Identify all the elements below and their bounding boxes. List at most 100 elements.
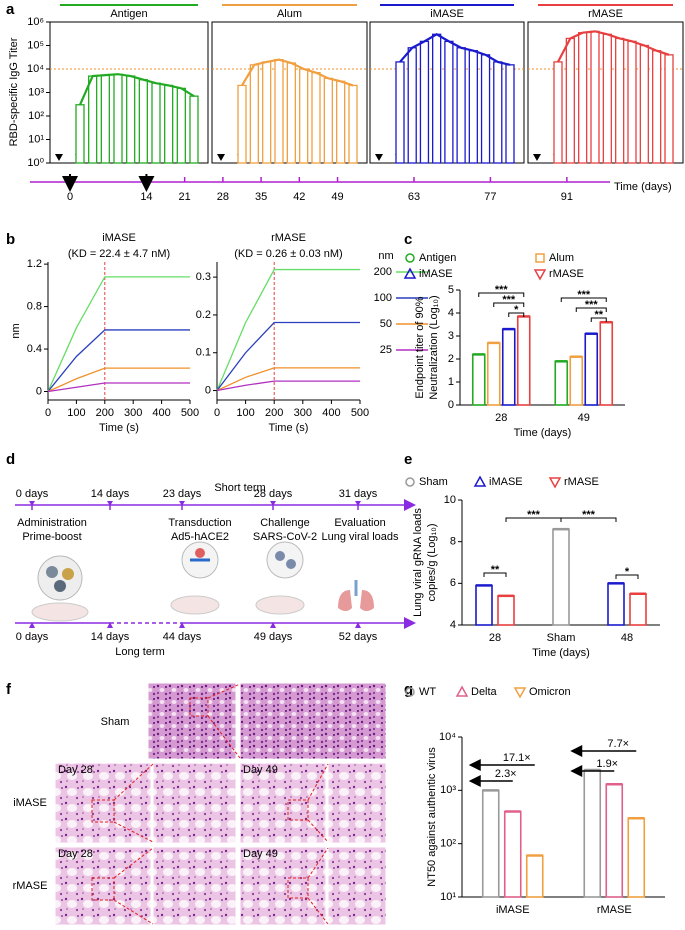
- bar: [395, 61, 405, 164]
- bar: [578, 32, 588, 164]
- timeline-day: 28 days: [254, 488, 293, 500]
- significance-label: ***: [577, 289, 591, 301]
- y-tick-label: 10²: [440, 838, 456, 850]
- x-tick-label: 49: [578, 412, 590, 424]
- bar: [113, 73, 123, 164]
- y-tick-label: 2: [448, 353, 454, 365]
- bar: [419, 40, 430, 164]
- legend-label: Delta: [471, 686, 498, 698]
- y-tick-label: 10¹: [28, 133, 44, 145]
- bar: [516, 315, 531, 406]
- x-tick-label: 500: [181, 407, 199, 419]
- bar: [75, 104, 85, 164]
- legend-marker: [548, 477, 562, 489]
- significance-bracket: [483, 572, 507, 577]
- illustrations: [31, 541, 374, 622]
- x-tick-label: 300: [294, 407, 312, 419]
- x-tick-label: 400: [152, 407, 170, 419]
- significance-bracket: [615, 574, 639, 579]
- sensorgram: [47, 382, 190, 393]
- bar: [525, 854, 544, 898]
- y-tick-label: 10⁰: [27, 157, 44, 169]
- legend-label: Sham: [419, 476, 448, 488]
- legend-title: nm: [378, 250, 393, 262]
- row-label: rMASE: [13, 880, 48, 892]
- bar: [583, 769, 602, 898]
- y-tick-label: 10³: [440, 784, 456, 796]
- bar: [126, 75, 136, 164]
- bar: [552, 528, 570, 626]
- timeline-pin: [107, 622, 113, 628]
- significance-label: ***: [502, 294, 516, 306]
- y-tick-label: 0.8: [27, 300, 42, 312]
- y-axis-label: Neutralization (Log₁₀): [428, 295, 440, 399]
- y-tick-label: 3: [448, 330, 454, 342]
- timeline-pin: [179, 501, 185, 506]
- subplot-title: rMASE: [588, 8, 623, 20]
- y-tick-label: 10⁵: [27, 39, 44, 51]
- sensorgram: [216, 367, 360, 392]
- bar: [652, 50, 662, 164]
- timeline-pin: [270, 622, 276, 628]
- legend-marker: [533, 269, 547, 281]
- panel-label: e: [404, 451, 412, 468]
- bar: [480, 54, 491, 164]
- legend-label: 200: [374, 266, 392, 278]
- immunization-marker: [375, 154, 383, 161]
- bar: [348, 84, 358, 164]
- legend-marker: [513, 687, 527, 699]
- bar: [151, 82, 161, 164]
- timeline-pin: [355, 501, 361, 506]
- y-tick-label: 0.2: [196, 309, 211, 321]
- legend-marker: [473, 475, 487, 487]
- legend-label: Antigen: [419, 252, 456, 264]
- chart-title: rMASE: [271, 232, 306, 244]
- y-axis-label: copies/g (Log₁₀): [426, 524, 438, 602]
- timeline-label: Long term: [115, 646, 165, 658]
- bar: [237, 84, 247, 164]
- chart-title: iMASE: [102, 232, 136, 244]
- y-tick-label: 10⁴: [439, 731, 456, 743]
- x-tick-label: 300: [124, 407, 142, 419]
- x-axis-label: Time (days): [514, 427, 572, 439]
- y-tick-label: 10: [444, 494, 456, 506]
- bar: [629, 592, 647, 626]
- fold-label: 2.3×: [495, 768, 517, 780]
- immunization-marker: [533, 154, 541, 161]
- timeline-pin: [29, 622, 35, 628]
- x-tick-label: 500: [351, 407, 369, 419]
- time-tick-label: 14: [140, 191, 152, 203]
- mean-line: [557, 30, 670, 63]
- significance-bracket: [508, 312, 525, 317]
- legend-label: WT: [419, 686, 436, 698]
- bar: [503, 810, 522, 898]
- bar: [299, 68, 309, 164]
- significance-bracket: [560, 517, 617, 522]
- timeline-pin: [270, 501, 276, 506]
- significance-label: **: [491, 564, 500, 576]
- bar: [407, 47, 417, 164]
- y-tick-label: 0: [36, 385, 42, 397]
- legend-marker: [405, 687, 415, 697]
- timeline-event: SARS-CoV-2: [253, 531, 317, 543]
- timeline-pin: [107, 501, 113, 506]
- bar: [493, 61, 503, 164]
- bar: [565, 37, 575, 164]
- bar: [88, 75, 98, 164]
- bar: [286, 62, 296, 164]
- mean-line: [241, 58, 354, 87]
- timeline-pin: [29, 501, 35, 506]
- legend-marker: [405, 253, 415, 263]
- bar: [249, 64, 259, 164]
- bar: [176, 87, 186, 164]
- timeline-day: 23 days: [163, 488, 202, 500]
- significance-bracket: [575, 307, 607, 312]
- sensorgram: [47, 367, 190, 393]
- sensorgram: [216, 321, 360, 391]
- sensorgram: [216, 380, 360, 392]
- significance-bracket: [493, 302, 525, 307]
- timeline-day: 49 days: [254, 631, 293, 643]
- bar: [100, 74, 110, 164]
- timeline-event: Lung viral loads: [321, 531, 399, 543]
- y-tick-label: 1.2: [27, 258, 42, 270]
